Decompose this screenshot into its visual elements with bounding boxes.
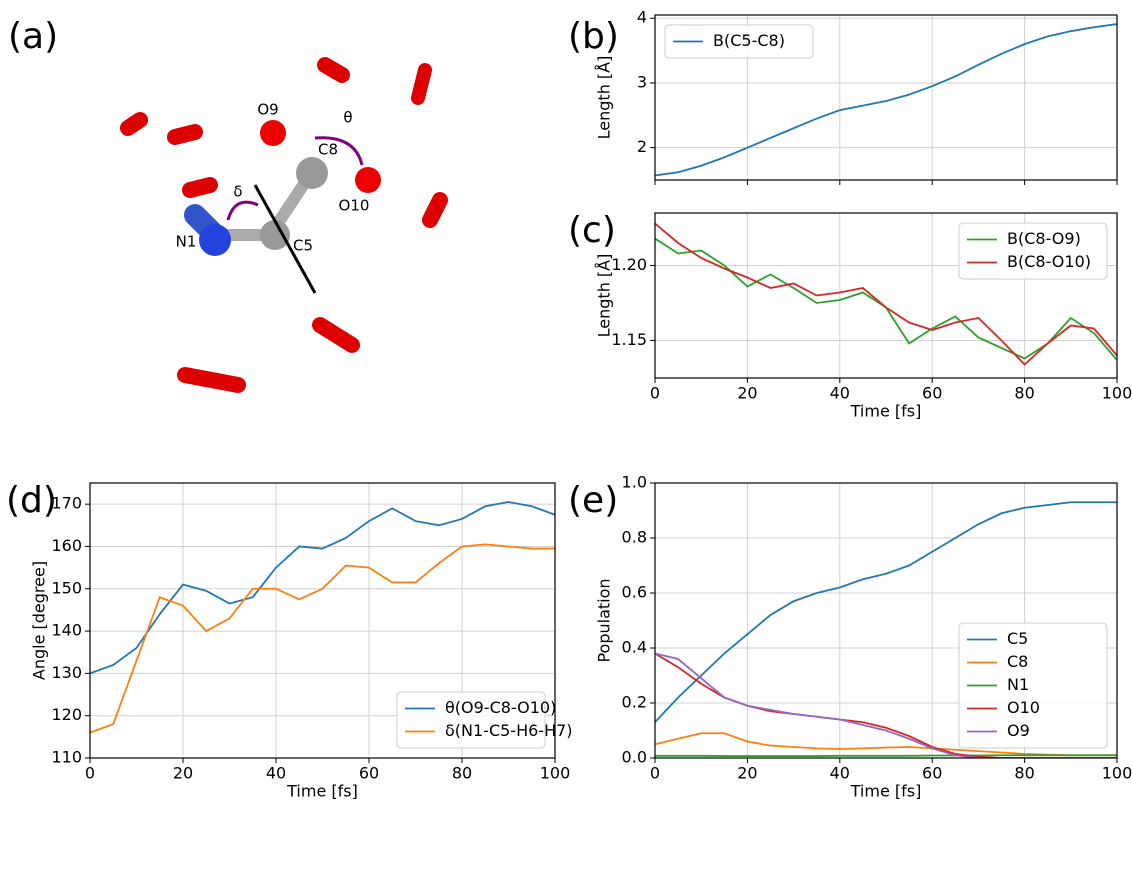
- x-tick-label: 40: [266, 764, 286, 783]
- x-axis-label: Time [fs]: [286, 782, 358, 801]
- legend-label: N1: [1007, 675, 1029, 694]
- panel-label: (b): [568, 16, 619, 57]
- y-axis-label: Angle [degree]: [30, 561, 49, 680]
- x-tick-label: 0: [85, 764, 95, 783]
- water-molecules: [104, 30, 463, 398]
- angle-arc: [314, 136, 364, 166]
- atom: [260, 120, 286, 146]
- y-tick-label: 0.2: [622, 693, 647, 712]
- y-tick-label: 160: [51, 536, 82, 555]
- y-tick-label: 0.4: [622, 638, 647, 657]
- data-line: [90, 501, 555, 675]
- atom-label: O9: [257, 101, 278, 119]
- atom-label: C5: [293, 237, 313, 255]
- y-axis-label: Population: [595, 578, 614, 662]
- legend-box: [396, 691, 546, 749]
- y-tick-label: 0.8: [622, 528, 647, 547]
- legend-box: [664, 24, 814, 59]
- x-tick-label: 40: [830, 384, 850, 403]
- data-line: [655, 501, 1117, 723]
- plot-frame: [654, 212, 1118, 379]
- x-axis-label: Time [fs]: [850, 782, 922, 801]
- x-tick-label: 60: [359, 764, 379, 783]
- y-tick-label: 120: [51, 705, 82, 724]
- data-line: [90, 543, 555, 734]
- x-tick-label: 80: [1014, 384, 1034, 403]
- legend-box: [958, 222, 1108, 280]
- legend-label: C8: [1007, 652, 1028, 671]
- y-tick-label: 0.6: [622, 583, 647, 602]
- molecule-drawing: [104, 30, 463, 398]
- atom-label: O10: [339, 197, 370, 215]
- x-tick-label: 100: [1102, 384, 1132, 403]
- x-tick-label: 20: [737, 764, 757, 783]
- y-tick-label: 130: [51, 663, 82, 682]
- legend-box: [958, 622, 1108, 749]
- y-tick-label: 4: [637, 8, 647, 27]
- axis-line: [253, 184, 317, 294]
- x-tick-label: 80: [1014, 764, 1034, 783]
- panel-label: (c): [568, 210, 616, 251]
- x-tick-label: 100: [540, 764, 571, 783]
- x-tick-label: 20: [173, 764, 193, 783]
- x-tick-label: 0: [650, 384, 660, 403]
- panel-label: (a): [8, 16, 58, 57]
- y-tick-label: 170: [51, 494, 82, 513]
- x-tick-label: 60: [922, 764, 942, 783]
- legend-label: θ(O9-C8-O10): [445, 698, 556, 717]
- y-tick-label: 110: [51, 748, 82, 767]
- y-tick-label: 2: [637, 137, 647, 156]
- y-tick-label: 1.15: [611, 330, 647, 349]
- y-tick-label: 1.20: [611, 255, 647, 274]
- atom: [296, 157, 328, 189]
- x-tick-label: 60: [922, 384, 942, 403]
- panel-label: (d): [6, 480, 57, 521]
- x-tick-label: 0: [650, 764, 660, 783]
- x-tick-label: 40: [830, 764, 850, 783]
- data-line: [655, 23, 1117, 177]
- legend-label: B(C8-O9): [1007, 229, 1081, 248]
- data-line: [655, 754, 1117, 757]
- x-tick-label: 100: [1102, 764, 1132, 783]
- legend-label: δ(N1-C5-H6-H7): [445, 721, 573, 740]
- y-tick-label: 3: [637, 72, 647, 91]
- atom: [355, 167, 381, 193]
- atom: [260, 220, 290, 250]
- plot-frame: [654, 482, 1118, 759]
- legend-label: O9: [1007, 721, 1030, 740]
- legend-label: O10: [1007, 698, 1040, 717]
- x-axis-label: Time [fs]: [850, 402, 922, 421]
- atom-label: θ: [343, 109, 352, 127]
- atom-label: δ: [233, 183, 242, 201]
- data-line: [655, 652, 1117, 758]
- data-line: [655, 222, 1117, 366]
- x-tick-label: 20: [737, 384, 757, 403]
- atom-label: C8: [318, 141, 338, 159]
- angle-arc: [226, 200, 259, 221]
- y-tick-label: 140: [51, 621, 82, 640]
- y-tick-label: 150: [51, 578, 82, 597]
- y-tick-label: 1.0: [622, 473, 647, 492]
- plot-frame: [89, 482, 556, 759]
- y-axis-label: Length [Å]: [595, 254, 614, 338]
- legend-label: C5: [1007, 629, 1028, 648]
- legend-label: B(C5-C8): [713, 31, 785, 50]
- y-tick-label: 0.0: [622, 748, 647, 767]
- atom: [199, 224, 231, 256]
- atom-label: N1: [176, 233, 197, 251]
- panel-label: (e): [568, 480, 618, 521]
- legend-label: B(C8-O10): [1007, 252, 1091, 271]
- plot-frame: [654, 14, 1118, 181]
- x-tick-label: 80: [452, 764, 472, 783]
- y-axis-label: Length [Å]: [595, 56, 614, 140]
